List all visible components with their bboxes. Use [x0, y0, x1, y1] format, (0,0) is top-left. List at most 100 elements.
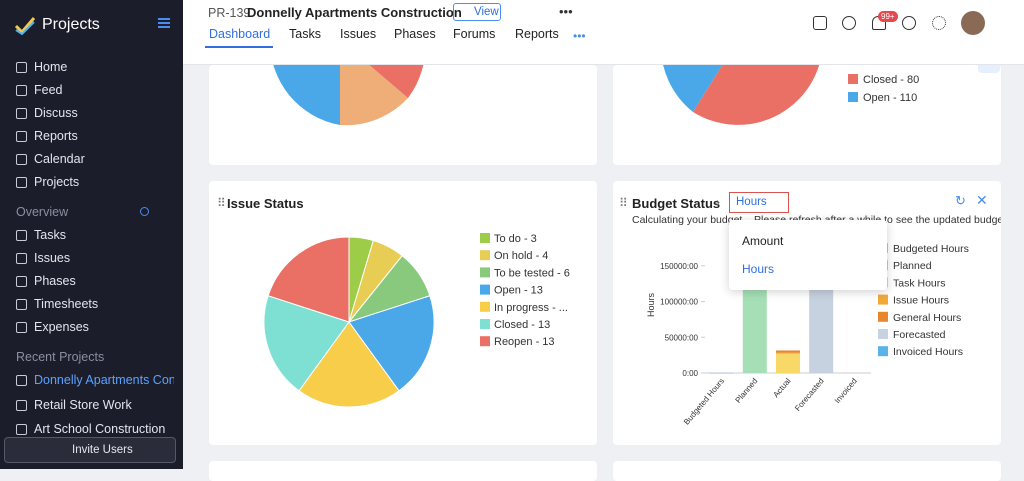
avatar[interactable]: [961, 11, 985, 35]
settings-icon[interactable]: [932, 16, 946, 30]
more-button[interactable]: •••: [978, 65, 1000, 73]
refresh-icon[interactable]: ↻: [955, 193, 966, 208]
y-axis-label: Hours: [646, 293, 656, 318]
nav-item[interactable]: Projects: [34, 175, 80, 189]
nav-item[interactable]: Timesheets: [34, 297, 99, 311]
add-icon[interactable]: [813, 16, 827, 30]
nav-icon: [16, 276, 27, 287]
tab[interactable]: Reports: [515, 27, 559, 41]
legend-label: Closed - 13: [494, 319, 550, 331]
legend-label: Task Hours: [893, 277, 946, 289]
y-tick-label: 0:00: [682, 369, 698, 378]
legend-label: To be tested - 6: [494, 267, 570, 279]
widget: ⠿ Issue Status To do - 3 On hold - 4 To be…: [209, 181, 597, 445]
pie-slice: [267, 236, 350, 323]
tab-underline: [205, 46, 273, 48]
project-id: PR-139: [208, 6, 251, 20]
dropdown-option[interactable]: Hours: [742, 262, 775, 276]
more-icon[interactable]: •••: [559, 4, 573, 19]
nav-icon: [16, 177, 27, 188]
app-title: Projects: [42, 16, 100, 33]
search-icon[interactable]: [842, 16, 856, 30]
invite-label: Invite Users: [72, 444, 133, 456]
invite-button[interactable]: [4, 437, 176, 463]
legend-label: In progress - ...: [494, 302, 568, 314]
y-tick-label: 100000:00: [660, 298, 698, 307]
widget: Closed - 80 Open - 110 •••: [613, 65, 1001, 165]
pie-partial: [273, 65, 424, 126]
nav-icon: [16, 424, 27, 435]
legend-swatch: [878, 294, 888, 305]
legend-swatch: [480, 336, 490, 347]
legend-label: Invoiced Hours: [893, 346, 963, 358]
nav-item[interactable]: Donnelly Apartments Construction: [34, 373, 174, 387]
view-button[interactable]: View: [453, 3, 501, 21]
legend-swatch: [480, 250, 490, 261]
tab[interactable]: Issues: [340, 27, 377, 41]
legend-swatch: [878, 311, 888, 322]
nav-icon: [16, 85, 27, 96]
pie-slice: [298, 321, 400, 408]
pie-slice: [348, 295, 435, 392]
header: PR-139 Donnelly Apartments Construction …: [183, 0, 1024, 65]
widget-title: Budget Status: [632, 196, 721, 211]
nav-item[interactable]: Retail Store Work: [34, 397, 132, 412]
nav-item[interactable]: Discuss: [34, 106, 78, 120]
widget-title: Issue Status: [227, 196, 304, 211]
legend-label: Budgeted Hours: [893, 243, 969, 255]
legend-swatch: [480, 233, 490, 243]
x-tick-label: Forecasted: [793, 377, 826, 413]
widget: [209, 65, 597, 165]
widget: ⠿ Budget Status › Hours ↻ ✕ Calculating …: [613, 181, 1001, 445]
nav-icon: [16, 322, 27, 333]
nav-item[interactable]: Reports: [34, 129, 78, 143]
x-tick-label: Invoiced: [833, 377, 859, 406]
settings-icon[interactable]: [140, 207, 149, 216]
nav-item[interactable]: Expenses: [34, 320, 89, 334]
dropdown-option[interactable]: Amount: [742, 234, 784, 248]
legend-label: Planned: [893, 260, 932, 272]
selector[interactable]: Hours: [729, 192, 789, 213]
menu-toggle[interactable]: [158, 18, 170, 20]
more-tabs[interactable]: •••: [573, 29, 586, 43]
nav-icon: [16, 230, 27, 241]
tab[interactable]: Phases: [394, 27, 436, 41]
section-title: Recent Projects: [16, 350, 105, 364]
tab[interactable]: Forums: [453, 27, 496, 41]
nav-item[interactable]: Home: [34, 60, 68, 74]
nav-icon: [16, 154, 27, 165]
dropdown: Amount Hours: [729, 220, 887, 290]
nav-icon: [16, 375, 27, 386]
legend-label: General Hours: [893, 312, 961, 324]
nav-item[interactable]: Tasks: [34, 228, 66, 242]
drag-handle[interactable]: ⠿: [217, 196, 226, 210]
badge: 99+: [878, 11, 898, 22]
widget: [613, 461, 1001, 481]
nav-item[interactable]: Art School Construction: [34, 422, 166, 436]
legend-swatch: [480, 301, 490, 312]
tab[interactable]: Tasks: [289, 27, 321, 41]
drag-handle[interactable]: ⠿: [619, 196, 628, 210]
bar-segment: [776, 350, 800, 353]
timer-icon[interactable]: [902, 16, 916, 30]
chevron: ›: [716, 195, 720, 209]
nav-item[interactable]: Feed: [34, 83, 63, 97]
x-tick-label: Actual: [771, 376, 792, 399]
nav-icon: [16, 108, 27, 119]
nav-icon: [16, 62, 27, 73]
close-icon[interactable]: ✕: [976, 192, 988, 208]
x-tick-label: Budgeted Hours: [682, 377, 726, 427]
tab[interactable]: Dashboard: [209, 27, 271, 41]
legend-label: Issue Hours: [893, 295, 949, 307]
bar-segment: [709, 372, 734, 374]
legend-swatch: [878, 346, 888, 357]
pie-partial: Closed - 80 Open - 110: [663, 65, 919, 125]
nav-item[interactable]: Phases: [34, 274, 76, 288]
legend-label: On hold - 4: [494, 250, 548, 262]
nav-item[interactable]: Calendar: [34, 152, 85, 166]
nav-item[interactable]: Issues: [34, 251, 71, 265]
bar-segment: [776, 352, 800, 354]
legend-swatch: [878, 329, 888, 339]
